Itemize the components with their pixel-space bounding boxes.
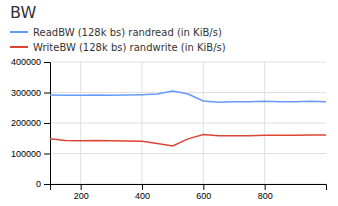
x-tick-mark <box>142 184 143 190</box>
y-tick: 0 <box>36 179 50 189</box>
y-tick-mark <box>44 123 50 124</box>
legend-item: ReadBW (128k bs) randread (in KiB/s) <box>10 27 222 38</box>
x-tick-label: 200 <box>74 191 89 201</box>
y-grid-line <box>50 153 326 154</box>
y-tick-mark <box>44 184 50 185</box>
y-tick-label: 200000 <box>11 118 41 128</box>
x-axis-line <box>51 185 327 191</box>
x-tick: 800 <box>258 184 273 201</box>
x-tick: 600 <box>196 184 211 201</box>
y-tick-label: 300000 <box>11 88 41 98</box>
legend-label: ReadBW (128k bs) randread (in KiB/s) <box>33 27 222 38</box>
y-tick-mark <box>44 62 50 63</box>
x-grid-line <box>142 62 143 184</box>
x-tick-mark <box>81 184 82 190</box>
legend-label: WriteBW (128k bs) randwrite (in KiB/s) <box>33 42 226 53</box>
grid <box>50 62 326 184</box>
line-series <box>50 135 326 146</box>
y-tick-mark <box>44 93 50 94</box>
x-tick-label: 600 <box>196 191 211 201</box>
x-tick-mark <box>265 184 266 190</box>
title: BW <box>10 3 36 22</box>
y-grid-line <box>50 62 326 63</box>
chart: BW ReadBW (128k bs) randread (in KiB/s) Wr… <box>0 0 338 206</box>
x-grid-line <box>264 62 265 184</box>
line-series <box>50 91 326 102</box>
legend: ReadBW (128k bs) randread (in KiB/s) Writ… <box>10 27 226 53</box>
legend-swatch <box>10 31 28 33</box>
y-axis: 0 100000 200000 300000 400000 <box>11 57 51 189</box>
y-tick-label: 100000 <box>11 149 41 159</box>
x-grid-line <box>80 62 81 184</box>
plot-area <box>50 91 326 146</box>
y-tick: 400000 <box>11 57 50 67</box>
legend-item: WriteBW (128k bs) randwrite (in KiB/s) <box>10 42 226 53</box>
legend-swatch <box>10 46 28 48</box>
y-tick-label: 400000 <box>11 57 41 67</box>
x-tick-label: 400 <box>135 191 150 201</box>
x-tick: 200 <box>74 184 89 201</box>
y-tick: 300000 <box>11 88 50 98</box>
x-tick-label: 800 <box>258 191 273 201</box>
x-grid-line <box>203 62 204 184</box>
y-tick: 200000 <box>11 118 50 128</box>
x-tick-mark <box>203 184 204 190</box>
y-tick: 100000 <box>11 149 50 159</box>
x-tick: 400 <box>135 184 150 201</box>
x-axis: 200 400 600 800 <box>51 184 327 201</box>
y-grid-line <box>50 92 326 93</box>
y-grid-line <box>50 123 326 124</box>
y-axis-line <box>44 63 51 185</box>
y-tick-label: 0 <box>36 179 41 189</box>
y-tick-mark <box>44 154 50 155</box>
